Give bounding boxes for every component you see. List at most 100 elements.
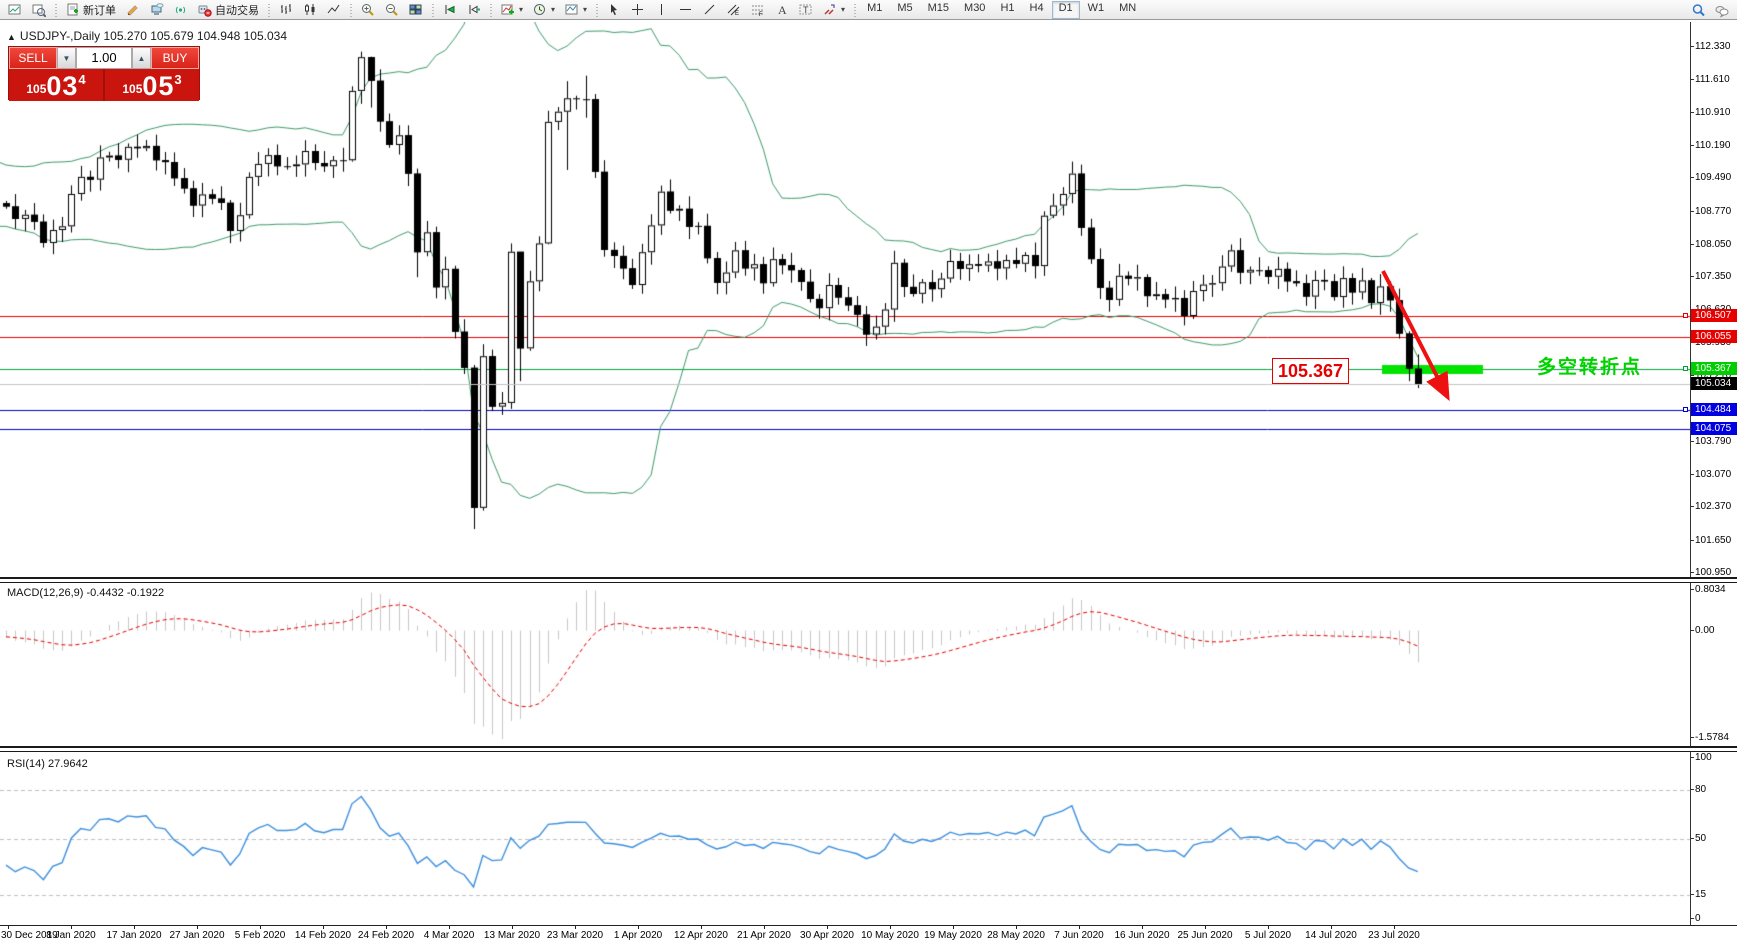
volume-decrease-button[interactable]: ▼: [57, 47, 76, 69]
price-tick-label: 108.770: [1689, 205, 1732, 217]
timeframe-w1-button[interactable]: W1: [1087, 1, 1105, 14]
crosshair-button[interactable]: [626, 1, 649, 19]
svg-text:T: T: [803, 5, 809, 15]
line-handle[interactable]: [1683, 365, 1688, 371]
price-line-badge: 106.055: [1691, 330, 1737, 344]
time-tick-label: 16 Jun 2020: [1114, 930, 1170, 941]
zoom-out-icon: [386, 4, 398, 16]
timeframe-m5-button[interactable]: M5: [897, 1, 913, 14]
timeframe-m1-button[interactable]: M1: [867, 1, 883, 14]
trendline-button[interactable]: [698, 1, 721, 19]
volume-input[interactable]: 1.00: [76, 47, 132, 69]
price-tick-label: 105.210: [1689, 370, 1732, 382]
virtual-hosting-button[interactable]: [145, 1, 168, 19]
horizontal-line-button[interactable]: [674, 1, 697, 19]
arrows-button[interactable]: ▾: [818, 1, 849, 19]
search-icon: [1692, 3, 1705, 16]
time-tick: [1079, 926, 1080, 929]
timeframe-m15-button[interactable]: M15: [927, 1, 950, 14]
text-label-button[interactable]: T: [794, 1, 817, 19]
time-axis[interactable]: 30 Dec 2019 8 Jan 2020 17 Jan 2020 27 Jan 2…: [0, 925, 1737, 944]
vertical-line-button[interactable]: [650, 1, 673, 19]
autotrading-label: 自动交易: [215, 4, 259, 17]
chart-shift-button[interactable]: [462, 1, 485, 19]
time-tick-label: 30 Dec 2019: [1, 930, 58, 941]
chat-icon: [1715, 5, 1729, 18]
line-handle[interactable]: [1683, 313, 1688, 319]
timeframe-d1-button[interactable]: D1: [1051, 0, 1080, 19]
templates-button[interactable]: ▾: [560, 1, 591, 19]
chart-window[interactable]: ▲ USDJPY-,Daily 105.270 105.679 104.948 1…: [0, 21, 1737, 944]
timeframe-m30-button[interactable]: M30: [964, 1, 986, 14]
chevron-down-icon[interactable]: ▾: [841, 5, 846, 14]
sell-button[interactable]: SELL: [9, 47, 57, 69]
chevron-down-icon[interactable]: ▾: [583, 5, 588, 14]
indicators-button[interactable]: ▾: [496, 1, 527, 19]
line-chart-button[interactable]: [322, 1, 345, 19]
toolbar-separator: [488, 1, 493, 18]
svg-text:F: F: [759, 12, 763, 17]
sell-price-sup: 4: [78, 72, 86, 87]
price-tick-label: 110.190: [1689, 139, 1731, 151]
svg-text:E: E: [735, 11, 739, 17]
bar-chart-button[interactable]: [274, 1, 297, 19]
main-chart-canvas[interactable]: [0, 22, 1690, 577]
auto-scroll-button[interactable]: [438, 1, 461, 19]
annotation-chinese-text[interactable]: 多空转折点: [1537, 357, 1643, 378]
fibonacci-button[interactable]: F: [746, 1, 769, 19]
chart-shift-icon: [469, 5, 480, 14]
sell-price[interactable]: 105 03 4: [9, 69, 105, 101]
signals-button[interactable]: [169, 1, 192, 19]
new-chart-icon: [8, 4, 21, 15]
time-tick-label: 24 Feb 2020: [357, 930, 415, 941]
search-button[interactable]: [1687, 1, 1710, 19]
chevron-down-icon[interactable]: ▾: [551, 5, 556, 14]
equidistant-channel-button[interactable]: E: [722, 1, 745, 19]
volume-increase-button[interactable]: ▲: [132, 47, 151, 69]
line-handle[interactable]: [1683, 406, 1688, 412]
price-tick-label: 107.350: [1689, 271, 1732, 283]
rsi-pane-canvas[interactable]: [0, 754, 1690, 925]
zoom-out-button[interactable]: [380, 1, 403, 19]
time-tick-label: 8 Jan 2020: [46, 930, 96, 941]
macd-indicator-label: MACD(12,26,9) -0.4432 -0.1922: [7, 587, 165, 599]
time-tick-label: 14 Feb 2020: [294, 930, 352, 941]
time-tick-label: 4 Mar 2020: [423, 930, 475, 941]
time-tick-label: 28 May 2020: [987, 930, 1045, 941]
time-tick: [512, 926, 513, 929]
new-order-button[interactable]: 新订单: [61, 1, 120, 19]
toolbar-separator: [266, 1, 271, 18]
chevron-down-icon[interactable]: ▾: [519, 5, 524, 14]
new-chart-button[interactable]: [3, 1, 26, 19]
time-tick-label: 1 Apr 2020: [613, 930, 663, 941]
zoom-in-button[interactable]: [356, 1, 379, 19]
pane-divider-rsi[interactable]: [0, 746, 1737, 752]
metaeditor-button[interactable]: [121, 1, 144, 19]
cursor-button[interactable]: [602, 1, 625, 19]
profiles-button[interactable]: [27, 1, 50, 19]
collapse-arrow-icon[interactable]: ▲: [7, 32, 16, 42]
time-tick-label: 10 May 2020: [861, 930, 919, 941]
toolbar-separator: [348, 1, 353, 18]
indicators-icon: [501, 4, 514, 15]
tile-windows-button[interactable]: [404, 1, 427, 19]
buy-price[interactable]: 105 05 3: [105, 69, 199, 101]
buy-price-prefix: 105: [122, 82, 143, 96]
time-tick: [575, 926, 576, 929]
text-button[interactable]: A: [770, 1, 793, 19]
metaeditor-icon: [127, 5, 138, 16]
macd-pane-canvas[interactable]: [0, 583, 1690, 746]
timeframe-h4-button[interactable]: H4: [1029, 1, 1044, 14]
pane-divider-macd[interactable]: [0, 577, 1737, 583]
periods-button[interactable]: ▾: [528, 1, 559, 19]
time-tick-label: 23 Jul 2020: [1368, 930, 1420, 941]
candlestick-chart-button[interactable]: [298, 1, 321, 19]
time-tick: [701, 926, 702, 929]
timeframe-mn-button[interactable]: MN: [1119, 1, 1137, 14]
chat-button[interactable]: [1710, 1, 1733, 19]
timeframe-h1-button[interactable]: H1: [1000, 1, 1015, 14]
autotrading-button[interactable]: 自动交易: [193, 1, 263, 19]
buy-button[interactable]: BUY: [151, 47, 199, 69]
annotation-price-callout[interactable]: 105.367: [1272, 358, 1349, 384]
text-icon: A: [778, 3, 787, 17]
